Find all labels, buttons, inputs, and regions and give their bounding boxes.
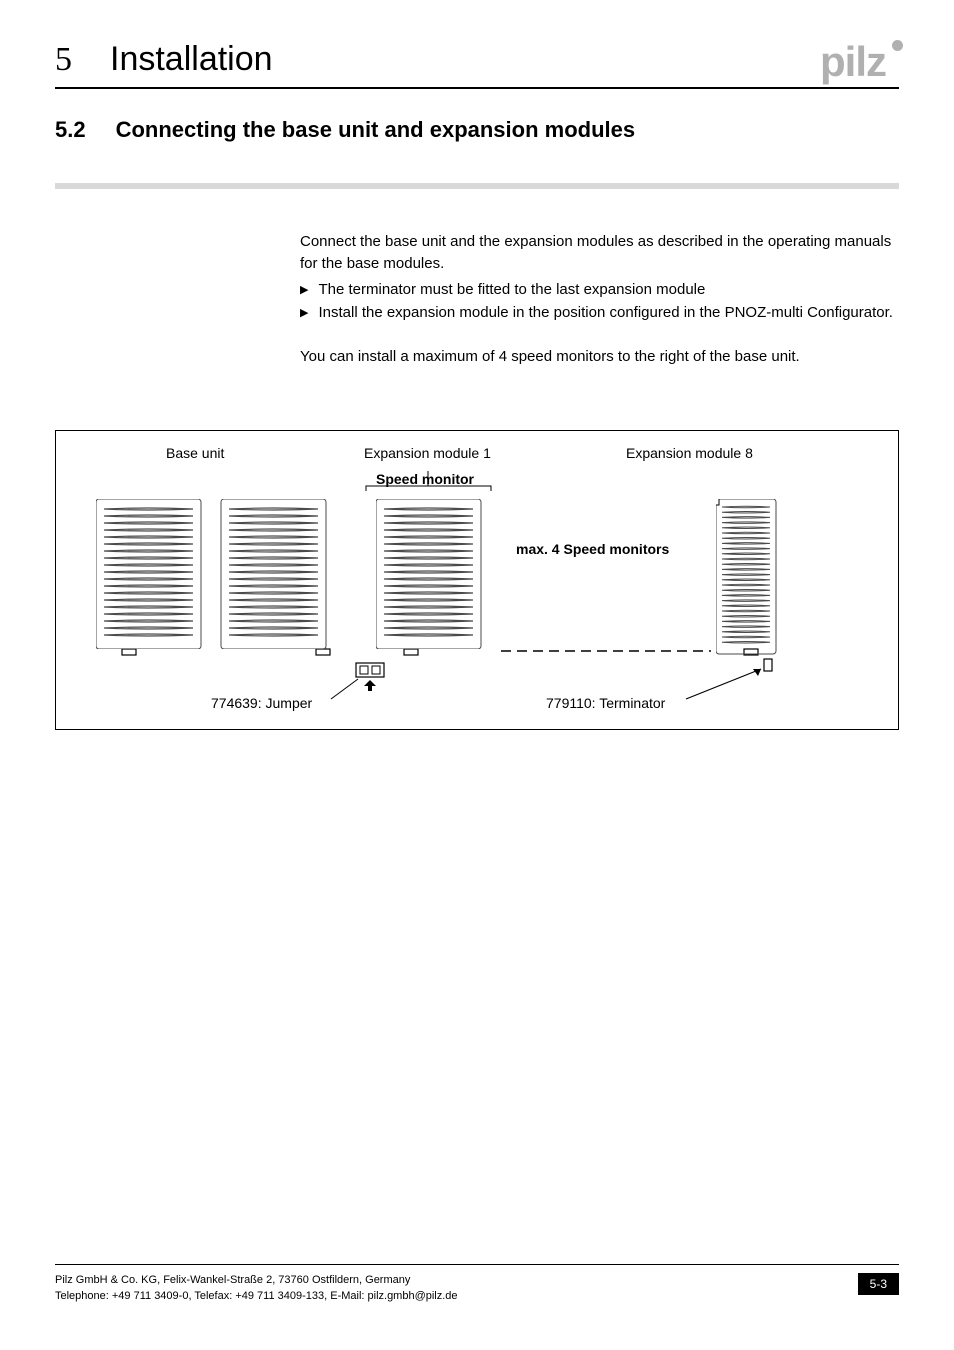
bullet-text: Install the expansion module in the posi…: [318, 302, 892, 324]
chapter-title: Installation: [110, 40, 273, 79]
page-header: 5 Installation pilz: [55, 40, 899, 89]
chapter-heading: 5 Installation: [55, 40, 273, 79]
intro-paragraph: Connect the base unit and the expansion …: [300, 231, 899, 275]
bullet-text: The terminator must be fitted to the las…: [318, 279, 705, 301]
logo-dot-icon: [892, 40, 903, 51]
module-exp1: [376, 499, 486, 649]
section-number: 5.2: [55, 117, 86, 143]
page-footer: Pilz GmbH & Co. KG, Felix-Wankel-Straße …: [55, 1264, 899, 1304]
bullet-item: ▶ The terminator must be fitted to the l…: [300, 279, 899, 301]
body-content: Connect the base unit and the expansion …: [300, 231, 899, 368]
footer-text: Pilz GmbH & Co. KG, Felix-Wankel-Straße …: [55, 1273, 458, 1304]
bullet-item: ▶ Install the expansion module in the po…: [300, 302, 899, 324]
module-base-unit: [96, 499, 336, 649]
section-title: Connecting the base unit and expansion m…: [116, 117, 636, 143]
section-heading: 5.2 Connecting the base unit and expansi…: [55, 117, 899, 143]
module-exp8: [716, 499, 786, 659]
footer-line1: Pilz GmbH & Co. KG, Felix-Wankel-Straße …: [55, 1273, 458, 1288]
bullet-icon: ▶: [300, 306, 308, 324]
divider-bar: [55, 183, 899, 189]
pilz-logo: pilz: [820, 45, 899, 79]
note-paragraph: You can install a maximum of 4 speed mon…: [300, 346, 899, 368]
chapter-number: 5: [55, 41, 72, 79]
logo-text: pilz: [820, 45, 886, 79]
bullet-icon: ▶: [300, 283, 308, 301]
page-number: 5-3: [858, 1273, 899, 1295]
installation-diagram: Base unit Expansion module 1 Expansion m…: [55, 430, 899, 730]
footer-line2: Telephone: +49 711 3409-0, Telefax: +49 …: [55, 1289, 458, 1304]
